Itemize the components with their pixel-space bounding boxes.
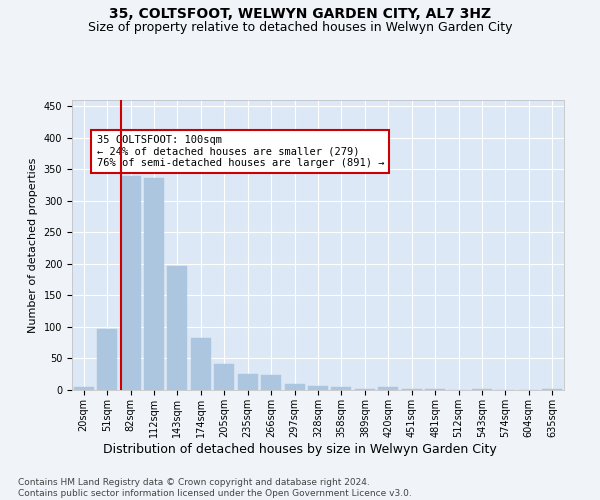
Text: Contains HM Land Registry data © Crown copyright and database right 2024.
Contai: Contains HM Land Registry data © Crown c… (18, 478, 412, 498)
Bar (191, 338, 211, 390)
Text: Distribution of detached houses by size in Welwyn Garden City: Distribution of detached houses by size … (103, 442, 497, 456)
Y-axis label: Number of detached properties: Number of detached properties (28, 158, 38, 332)
Bar (97, 329, 117, 390)
Text: Size of property relative to detached houses in Welwyn Garden City: Size of property relative to detached ho… (88, 21, 512, 34)
Text: 35, COLTSFOOT, WELWYN GARDEN CITY, AL7 3HZ: 35, COLTSFOOT, WELWYN GARDEN CITY, AL7 3… (109, 8, 491, 22)
Bar (284, 384, 305, 390)
Bar (121, 176, 140, 390)
Bar (472, 388, 492, 390)
Bar (214, 364, 234, 390)
Bar (379, 387, 398, 390)
Bar (167, 266, 187, 390)
Text: 35 COLTSFOOT: 100sqm
← 24% of detached houses are smaller (279)
76% of semi-deta: 35 COLTSFOOT: 100sqm ← 24% of detached h… (97, 135, 384, 168)
Bar (144, 178, 164, 390)
Bar (74, 388, 94, 390)
Bar (261, 375, 281, 390)
Bar (308, 386, 328, 390)
Bar (238, 374, 257, 390)
Bar (331, 388, 352, 390)
